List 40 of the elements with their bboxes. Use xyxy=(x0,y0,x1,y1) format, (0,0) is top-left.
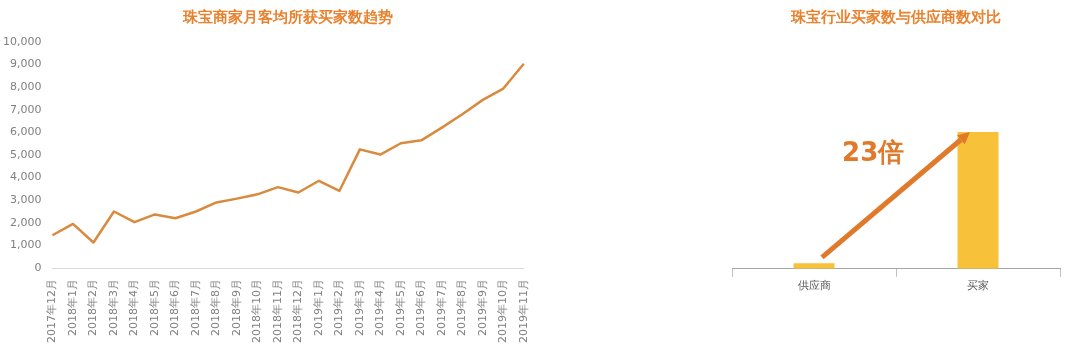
x-tick-label: 买家 xyxy=(967,279,989,293)
x-tick-label: 2019年6月 xyxy=(414,279,428,337)
x-tick-label: 2019年2月 xyxy=(332,279,346,337)
y-tick-label: 8,000 xyxy=(9,80,42,94)
x-tick-label: 2019年3月 xyxy=(352,279,366,337)
x-tick-label: 2018年2月 xyxy=(86,279,100,337)
y-tick-label: 6,000 xyxy=(9,125,42,139)
x-tick-label: 2019年7月 xyxy=(434,279,448,337)
x-tick-label: 2018年1月 xyxy=(65,279,79,337)
chart-title: 珠宝商家月客均所获买家数趋势 xyxy=(182,7,394,26)
x-tick-label: 2019年8月 xyxy=(455,279,469,337)
x-tick-label: 2018年9月 xyxy=(229,279,243,337)
x-tick-label: 2018年3月 xyxy=(106,279,120,337)
annotation: 23倍 xyxy=(842,136,905,167)
y-tick-label: 4,000 xyxy=(9,170,42,184)
x-tick-label: 2018年5月 xyxy=(147,279,161,337)
y-tick-label: 1,000 xyxy=(9,238,42,252)
x-tick-label: 2019年9月 xyxy=(475,279,489,337)
y-tick-label: 3,000 xyxy=(9,193,42,207)
x-tick-label: 2018年11月 xyxy=(270,279,284,344)
x-tick-label: 2019年4月 xyxy=(373,279,387,337)
y-tick-label: 9,000 xyxy=(9,57,42,71)
chart-title: 珠宝行业买家数与供应商数对比 xyxy=(790,7,1001,26)
x-tick-label: 供应商 xyxy=(797,279,831,293)
x-tick-label: 2019年10月 xyxy=(496,279,510,344)
y-tick-label: 10,000 xyxy=(2,34,42,48)
x-tick-label: 2017年12月 xyxy=(45,279,59,344)
x-tick-label: 2018年10月 xyxy=(250,279,264,344)
x-tick-label: 2018年6月 xyxy=(168,279,182,337)
y-tick-label: 7,000 xyxy=(9,102,42,116)
y-tick-label: 5,000 xyxy=(9,147,42,161)
y-tick-label: 2,000 xyxy=(9,215,42,229)
x-tick-label: 2019年11月 xyxy=(516,279,530,344)
x-tick-label: 2018年7月 xyxy=(188,279,202,337)
y-tick-label: 0 xyxy=(34,260,42,274)
x-tick-label: 2018年4月 xyxy=(127,279,141,337)
x-tick-label: 2019年1月 xyxy=(311,279,325,337)
x-tick-label: 2018年12月 xyxy=(291,279,305,344)
x-tick-label: 2018年8月 xyxy=(209,279,223,337)
x-tick-label: 2019年5月 xyxy=(393,279,407,337)
